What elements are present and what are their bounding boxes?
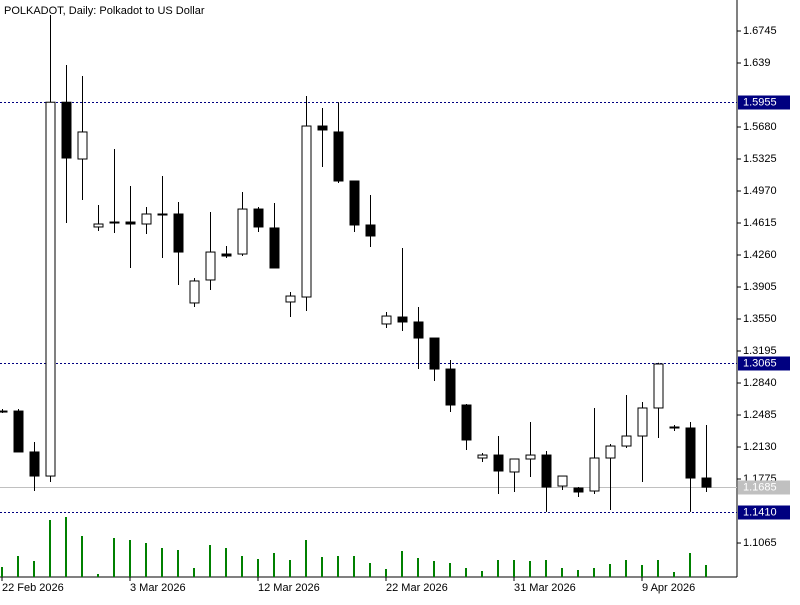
candle-body [397,316,408,323]
last-price-label: 1.1685 [743,481,777,493]
y-tick-label: 1.3905 [743,281,777,293]
plot-area [0,14,737,577]
candle-body [109,221,120,224]
axes: 1.6745 1.639 1.5680 1.5325 1.4970 1.4615 1.426… [1,25,790,594]
candle-body [45,101,56,477]
candle-body [621,435,632,447]
candle-body [77,131,88,160]
candle-body [509,458,520,473]
y-tick-label: 1.1065 [743,537,777,549]
x-tick-label: 22 Mar 2026 [386,582,448,594]
level-label: 1.1410 [743,506,777,518]
level-label: 1.5955 [743,96,777,108]
candle-body [61,101,72,159]
x-tick-label: 3 Mar 2026 [130,582,186,594]
candle-body [365,224,376,237]
candle-body [493,454,504,472]
y-tick-label: 1.3195 [743,345,777,357]
candle-body [589,457,600,492]
candle-body [477,454,488,459]
x-tick-label: 9 Apr 2026 [642,582,695,594]
candle-body [605,445,616,459]
candle-body [573,487,584,493]
candle-body [445,368,456,406]
y-tick-label: 1.4615 [743,217,777,229]
candle-body [285,295,296,303]
x-tick-label: 12 Mar 2026 [258,582,320,594]
y-tick-label: 1.2840 [743,377,777,389]
y-tick-label: 1.639 [743,57,771,69]
candle-body [269,227,280,269]
level-label-bg [738,505,790,520]
candle-body [301,125,312,298]
candle-body [461,404,472,441]
x-tick-label: 22 Feb 2026 [2,582,64,594]
level-label-bg [738,95,790,110]
y-tick-label: 1.2485 [743,409,777,421]
y-tick-label: 1.5680 [743,121,777,133]
candle-body [653,363,664,409]
y-tick-label: 1.5325 [743,153,777,165]
candle-body [141,213,152,225]
candle-body [221,253,232,257]
candle-body [557,475,568,487]
candle-body [29,451,40,477]
candle-body [701,477,712,488]
candle-body [525,454,536,460]
level-label: 1.3065 [743,357,777,369]
candle-body [333,131,344,182]
x-tick-label: 31 Mar 2026 [514,582,576,594]
candle-body [237,208,248,255]
candle-body [349,180,360,226]
candle-body [253,208,264,228]
level-label-bg [738,356,790,371]
y-tick-label: 1.4970 [743,185,777,197]
y-tick-label: 1.4260 [743,249,777,261]
candle-body [0,410,8,413]
last-price-bg [738,480,790,495]
candle-body [381,315,392,325]
candle-body [317,125,328,131]
candle-body [13,410,24,453]
candle-body [157,213,168,216]
candle-body [413,321,424,339]
candle-body [637,407,648,437]
y-tick-label: 1.3550 [743,313,777,325]
candle-body [205,251,216,281]
candle-body [429,337,440,370]
candle-body [173,213,184,253]
candle-body [125,221,136,225]
candle-body [93,223,104,228]
candle-body [685,427,696,479]
chart-title: POLKADOT, Daily: Polkadot to US Dollar [4,5,205,17]
candle-body [189,280,200,304]
candle-body [669,426,680,429]
y-tick-label: 1.6745 [743,25,777,37]
y-tick-label: 1.2130 [743,441,777,453]
candle-body [541,454,552,488]
